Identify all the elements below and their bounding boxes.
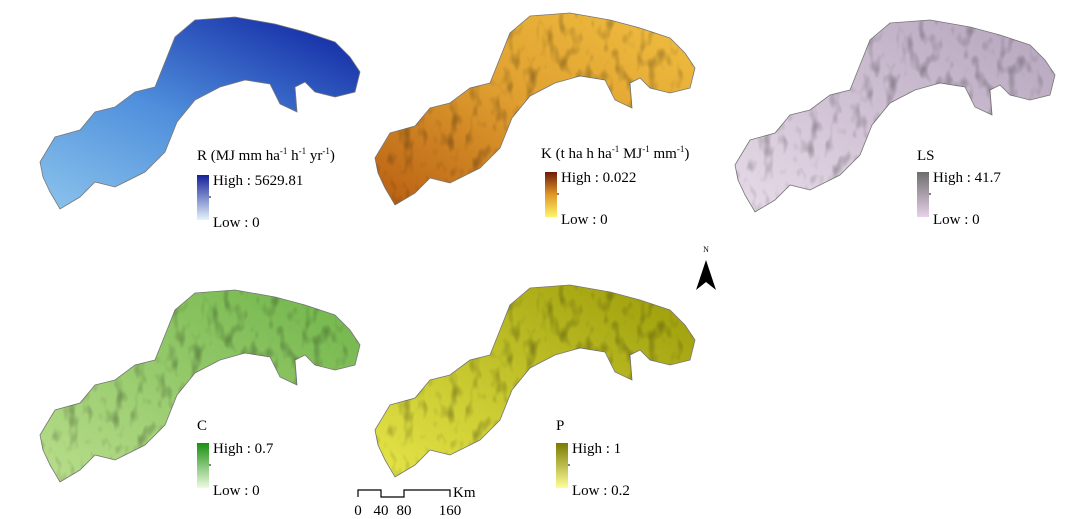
- title-text: K (t ha h ha: [541, 146, 612, 162]
- title-text: mm: [650, 146, 677, 162]
- legend-low: Low : 0.2: [572, 483, 630, 499]
- map-panel: [375, 285, 695, 477]
- legend-title: C: [197, 418, 207, 434]
- legend-low: Low : 0: [213, 483, 260, 499]
- title-text: h: [287, 148, 299, 164]
- superscript: -1: [299, 146, 307, 156]
- region-texture: [735, 20, 1055, 212]
- legend-high: High : 5629.81: [213, 173, 303, 189]
- scale-unit: Km: [453, 485, 476, 501]
- title-text: ): [330, 148, 335, 164]
- legend-low: Low : 0: [213, 215, 260, 231]
- superscript: -1: [280, 146, 288, 156]
- color-ramp: [917, 172, 929, 217]
- north-arrow: N: [696, 245, 716, 290]
- superscript: -1: [612, 144, 620, 154]
- title-text: yr: [306, 148, 322, 164]
- region-texture: [375, 13, 695, 205]
- legend-title: K (t ha h ha-1 MJ-1 mm-1): [541, 144, 689, 162]
- legend-high: High : 41.7: [933, 170, 1001, 186]
- north-label: N: [703, 245, 709, 254]
- legend-title: LS: [917, 148, 935, 164]
- scale-tick-label: 160: [439, 503, 462, 519]
- superscript: -1: [642, 144, 650, 154]
- scale-tick-label: 80: [397, 503, 412, 519]
- region-texture: [375, 285, 695, 477]
- maps: [40, 13, 1055, 482]
- color-ramp: [545, 172, 557, 217]
- title-text: C: [197, 418, 207, 434]
- color-ramp: [556, 443, 568, 488]
- legend-title: R (MJ mm ha-1 h-1 yr-1): [197, 146, 335, 164]
- color-ramp: [197, 175, 209, 220]
- scale-tick-label: 0: [354, 503, 362, 519]
- superscript: -1: [322, 146, 330, 156]
- map-panel: [375, 13, 695, 205]
- legend-high: High : 0.022: [561, 170, 636, 186]
- legend-title: P: [556, 418, 564, 434]
- color-ramp: [197, 443, 209, 488]
- legend-high: High : 0.7: [213, 441, 274, 457]
- title-text: LS: [917, 148, 935, 164]
- title-text: P: [556, 418, 564, 434]
- legend-low: Low : 0: [561, 212, 608, 228]
- scale-tick-label: 40: [374, 503, 389, 519]
- legend-high: High : 1: [572, 441, 621, 457]
- legend-low: Low : 0: [933, 212, 980, 228]
- title-text: ): [684, 146, 689, 162]
- map-panel: [735, 20, 1055, 212]
- title-text: R (MJ mm ha: [197, 148, 280, 164]
- scale-bar: Km 0 40 80 160: [354, 485, 476, 519]
- superscript: -1: [677, 144, 685, 154]
- title-text: MJ: [619, 146, 642, 162]
- figure: R (MJ mm ha-1 h-1 yr-1)High : 5629.81Low…: [0, 0, 1066, 519]
